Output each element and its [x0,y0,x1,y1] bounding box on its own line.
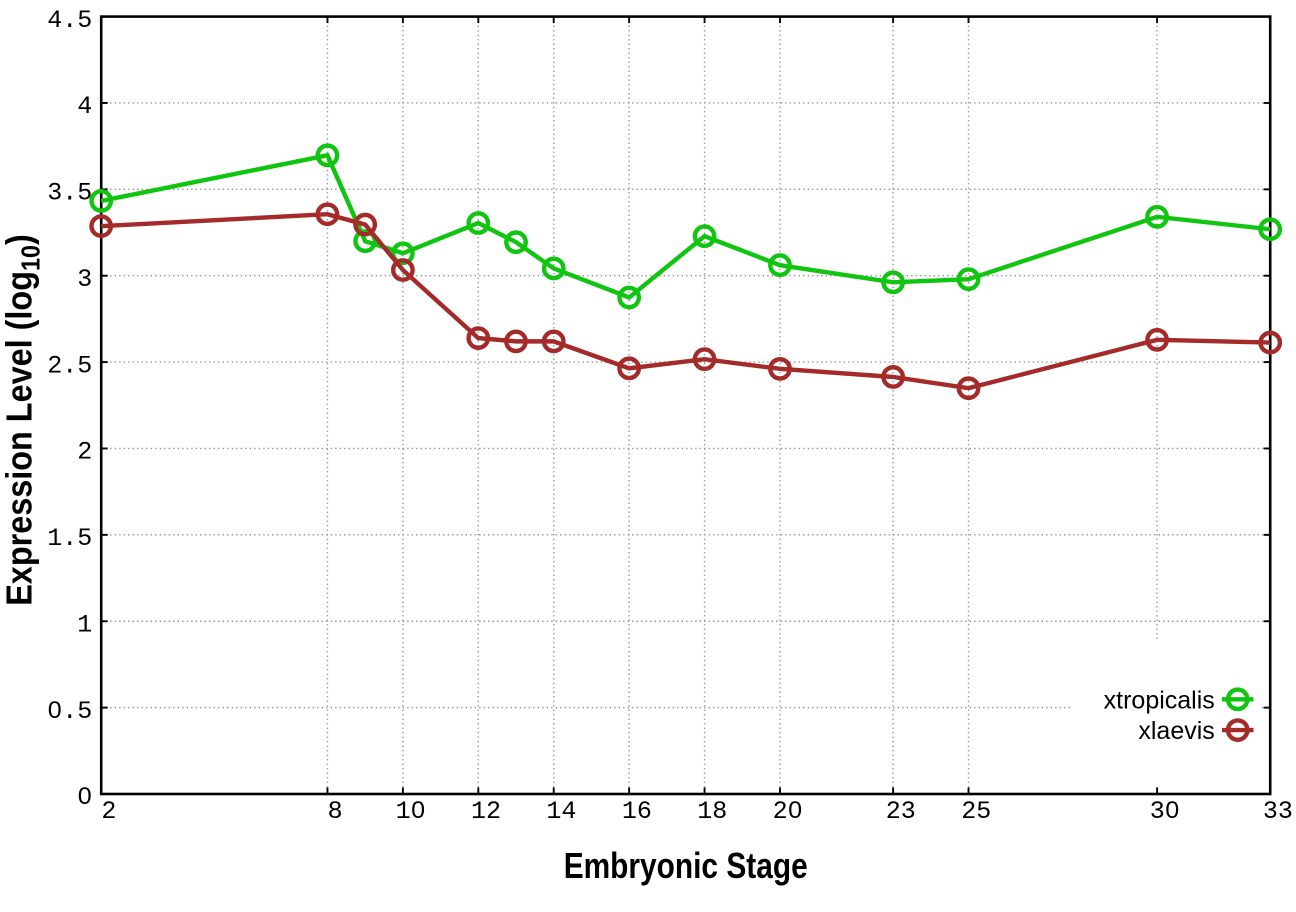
svg-text:1.5: 1.5 [47,524,92,553]
svg-text:4: 4 [77,92,92,121]
svg-text:Expression Level (log10): Expression Level (log10) [0,234,46,606]
svg-text:2: 2 [101,797,116,826]
svg-text:xtropicalis: xtropicalis [1104,686,1215,714]
svg-text:4.5: 4.5 [47,6,92,35]
svg-text:14: 14 [546,797,576,826]
svg-text:Embryonic Stage: Embryonic Stage [564,845,808,886]
svg-text:12: 12 [471,797,501,826]
svg-text:2: 2 [77,438,92,467]
svg-text:10: 10 [396,797,426,826]
svg-text:xlaevis: xlaevis [1138,717,1214,745]
svg-text:16: 16 [622,797,652,826]
svg-text:18: 18 [697,797,727,826]
svg-text:30: 30 [1150,797,1180,826]
svg-text:3.5: 3.5 [47,179,92,208]
svg-text:23: 23 [886,797,916,826]
svg-text:8: 8 [328,797,343,826]
svg-text:20: 20 [773,797,803,826]
svg-text:1: 1 [77,610,92,639]
svg-text:3: 3 [77,265,92,294]
svg-text:2.5: 2.5 [47,351,92,380]
svg-text:33: 33 [1263,797,1293,826]
svg-text:25: 25 [961,797,991,826]
